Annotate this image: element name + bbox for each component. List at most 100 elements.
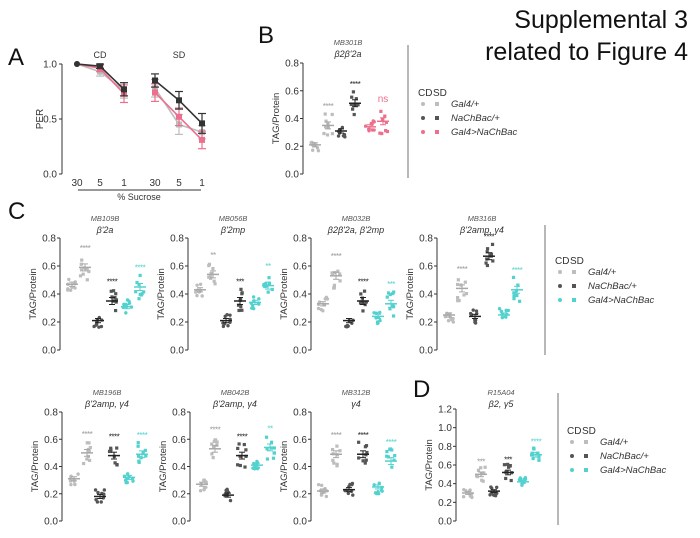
data-point <box>378 310 382 315</box>
y-tick-label: 0.2 <box>293 489 307 500</box>
data-point <box>391 291 395 296</box>
data-point <box>97 63 103 70</box>
data-point <box>198 488 203 493</box>
data-point <box>85 267 89 271</box>
data-point <box>267 281 272 286</box>
data-point <box>393 454 397 458</box>
data-point <box>392 305 396 309</box>
y-tick-label: 0.6 <box>438 461 452 472</box>
y-tick-label: 0.0 <box>44 517 58 528</box>
data-point <box>310 148 315 152</box>
region-label: β'2amp, γ4 <box>212 399 257 409</box>
y-tick-label: 0.8 <box>438 442 452 453</box>
data-point <box>363 445 368 449</box>
data-point <box>114 292 118 296</box>
data-point <box>80 258 84 262</box>
significance-label: **** <box>135 263 146 272</box>
data-point <box>251 295 256 299</box>
data-point <box>209 271 213 276</box>
region-label: β'2amp, γ4 <box>459 225 504 235</box>
legend-sd-marker <box>572 298 576 302</box>
data-point <box>351 107 355 111</box>
y-axis-label: PER <box>35 109 46 130</box>
data-point <box>264 435 269 439</box>
data-point <box>388 292 392 297</box>
legend-1: CD SD Gal4/+ NaChBac/+ Gal4>NaChBac <box>407 45 518 178</box>
legend-cd-marker <box>558 284 562 288</box>
y-tick-label: 0.2 <box>42 318 56 329</box>
data-point <box>485 263 490 268</box>
data-point <box>342 132 347 137</box>
significance-label: **** <box>80 244 91 253</box>
data-point <box>379 488 384 493</box>
data-point <box>67 277 71 282</box>
significance-label: **** <box>109 433 120 442</box>
data-point <box>134 290 138 294</box>
data-point <box>364 458 368 462</box>
data-point <box>263 282 268 286</box>
y-tick-label: 0.0 <box>172 517 186 528</box>
data-point <box>473 321 478 325</box>
significance-label: *** <box>236 277 244 286</box>
significance-label: ** <box>210 251 216 260</box>
legend-sd-header: SD <box>433 88 447 99</box>
data-point <box>140 292 144 296</box>
data-point <box>379 109 383 113</box>
data-point <box>485 257 489 261</box>
data-point <box>221 324 226 329</box>
data-point <box>322 131 326 136</box>
data-point <box>88 446 92 450</box>
data-point <box>324 119 328 123</box>
y-axis-label: TAG/Protein <box>279 441 290 493</box>
data-point <box>365 450 369 455</box>
data-point <box>69 482 73 487</box>
data-point <box>462 293 466 297</box>
data-point <box>239 305 243 309</box>
legend-2: CD SD Gal4/+ NaChBac/+ Gal4>NaChBac <box>544 225 655 355</box>
data-point <box>372 483 376 487</box>
y-axis-label: TAG/Protein <box>424 439 435 491</box>
data-point <box>517 299 522 303</box>
data-point <box>243 465 247 469</box>
legend-sd-marker <box>572 284 576 288</box>
legend-cd-marker <box>570 454 574 458</box>
y-tick-label: 0.2 <box>172 489 186 500</box>
data-point <box>335 464 339 468</box>
x-tick-label: 1 <box>121 178 127 189</box>
data-point <box>127 299 131 303</box>
data-point <box>141 450 145 454</box>
data-point <box>497 307 502 311</box>
data-point <box>211 445 216 449</box>
data-point <box>537 458 541 462</box>
data-point <box>267 276 271 280</box>
data-point <box>122 302 126 307</box>
data-point <box>137 460 141 464</box>
legend-sd-marker <box>435 130 439 134</box>
legend-cd-marker <box>570 468 574 472</box>
legend-3: CD SD Gal4/+ NaChBac/+ Gal4>NaChBac <box>557 393 667 525</box>
y-tick-label: 0.4 <box>438 479 452 490</box>
x-tick-label: 5 <box>97 178 103 189</box>
data-point <box>79 262 83 266</box>
data-point <box>489 252 494 256</box>
data-point <box>319 307 323 312</box>
data-point <box>364 300 368 304</box>
data-point <box>485 250 489 254</box>
legend-sd-marker <box>584 440 588 444</box>
data-point <box>199 120 205 127</box>
driver-line-label: R15A04 <box>487 388 514 397</box>
data-point <box>131 479 135 483</box>
scatter-panel-mb196b: MB196B β'2amp, γ4 0.0 0.2 0.4 0.6 0.8 TAG/Prote… <box>30 388 148 528</box>
data-point <box>238 463 242 468</box>
data-point <box>137 282 141 287</box>
data-point <box>125 472 130 476</box>
y-tick-label: 1.2 <box>438 405 452 416</box>
significance-label: ** <box>267 424 273 433</box>
data-point <box>360 296 364 300</box>
panel-letter-d: D <box>413 376 431 403</box>
data-point <box>357 440 361 444</box>
data-point <box>338 279 342 283</box>
data-point <box>152 89 158 96</box>
data-point <box>516 283 520 287</box>
